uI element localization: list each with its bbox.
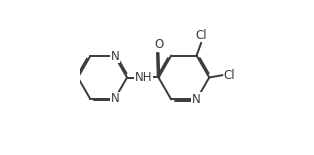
Text: O: O xyxy=(154,38,163,51)
Text: Cl: Cl xyxy=(196,29,207,42)
Text: N: N xyxy=(111,92,119,105)
Text: Cl: Cl xyxy=(223,69,235,82)
Text: N: N xyxy=(111,50,119,63)
Text: N: N xyxy=(192,93,201,106)
Text: NH: NH xyxy=(135,71,153,84)
